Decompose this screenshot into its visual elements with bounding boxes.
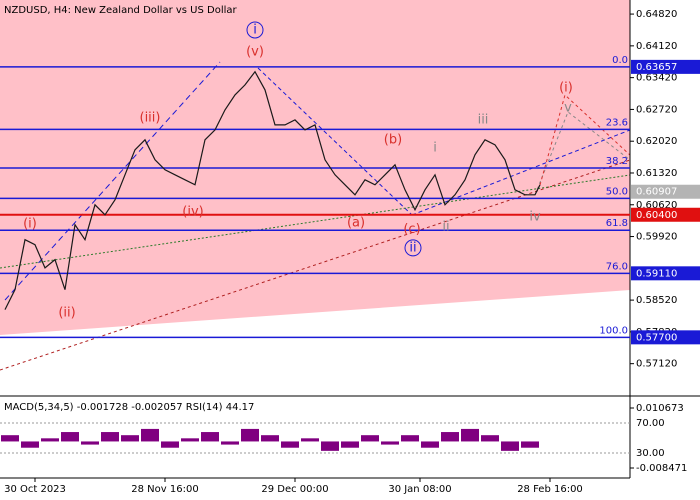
x-tick-label: 30 Jan 08:00 (388, 484, 451, 495)
macd-bar (301, 438, 319, 442)
macd-bar (341, 441, 359, 448)
wave-label: (c) (403, 222, 420, 237)
macd-bar (481, 435, 499, 442)
macd-bar (461, 428, 479, 442)
y-tick-label: 0.59920 (636, 232, 677, 243)
macd-bar (181, 438, 199, 442)
wave-label: v (564, 101, 572, 116)
price-label: 0.57700 (636, 332, 677, 343)
y-tick-label: 0.57120 (636, 359, 677, 370)
wave-label: (b) (384, 132, 402, 147)
macd-bar (161, 441, 179, 448)
wave-label: (ii) (58, 305, 75, 320)
wave-circle (404, 239, 422, 257)
macd-bar (1, 435, 19, 442)
macd-bar (241, 428, 259, 442)
fib-label: 100.0 (599, 325, 628, 336)
x-tick-label: 28 Feb 16:00 (517, 484, 583, 495)
macd-bar (41, 438, 59, 442)
projection (539, 94, 631, 186)
y-tick-label: 0.63420 (636, 73, 677, 84)
macd-bar (401, 435, 419, 442)
price-label: 0.60400 (636, 210, 677, 221)
macd-bar (441, 432, 459, 442)
wave-label: i (433, 141, 437, 156)
indicator-title: MACD(5,34,5) -0.001728 -0.002057 RSI(14)… (4, 402, 254, 413)
rsi-tick-label: 70.00 (636, 418, 665, 429)
macd-bar (261, 435, 279, 442)
y-tick-label: 0.64820 (636, 9, 677, 20)
fib-label: 61.8 (606, 218, 628, 229)
fib-label: 50.0 (606, 186, 628, 197)
macd-bar (521, 441, 539, 448)
macd-bar (101, 432, 119, 442)
price-label-box (631, 266, 700, 281)
indicator-tick-label: 0.010673 (636, 403, 684, 414)
price-label-box (631, 207, 700, 222)
price-label: 0.60907 (636, 187, 677, 198)
trend-line (4, 61, 221, 301)
y-tick-label: 0.62020 (636, 136, 677, 147)
wave-label: (iv) (182, 205, 203, 220)
fib-label: 38.2 (606, 156, 628, 167)
wave-label: ii (442, 220, 449, 235)
price-label: 0.63657 (636, 62, 677, 73)
macd-bar (381, 441, 399, 445)
macd-bar (121, 435, 139, 442)
price-line-series (4, 70, 541, 310)
y-tick-label: 0.64120 (636, 41, 677, 52)
price-label-box (631, 184, 700, 199)
price-label: 0.59110 (636, 268, 677, 279)
price-label-box (631, 59, 700, 74)
fib-label: 0.0 (612, 55, 628, 66)
wave-label: iii (478, 112, 489, 127)
macd-bar (501, 441, 519, 451)
chart-title: NZDUSD, H4: New Zealand Dollar vs US Dol… (4, 5, 238, 16)
wave-label: (iii) (140, 111, 161, 126)
wave-label: (i) (23, 216, 37, 231)
y-tick-label: 0.61320 (636, 168, 677, 179)
price-label-box (631, 330, 700, 345)
wave-label: iv (529, 210, 541, 225)
macd-bar (141, 428, 159, 442)
rsi-tick-label: 30.00 (636, 448, 665, 459)
macd-bar (61, 432, 79, 442)
trend-line (257, 67, 413, 216)
y-tick-label: 0.60620 (636, 200, 677, 211)
macd-bar (421, 441, 439, 448)
macd-bar (21, 441, 39, 448)
wave-circle (246, 21, 264, 39)
wave-label: i (253, 22, 257, 37)
x-tick-label: 30 Oct 2023 (4, 484, 66, 495)
x-tick-label: 28 Nov 16:00 (131, 484, 198, 495)
fib-label: 76.0 (606, 261, 628, 272)
macd-bar (221, 441, 239, 445)
macd-bar (201, 432, 219, 442)
macd-bar (81, 441, 99, 445)
indicator-tick-label: -0.008471 (636, 463, 687, 474)
macd-bar (361, 435, 379, 442)
wave-label: (i) (559, 81, 573, 96)
wave-label: (a) (347, 215, 365, 230)
macd-bar (321, 441, 339, 451)
wave-label: (v) (246, 44, 264, 59)
y-tick-label: 0.58520 (636, 295, 677, 306)
macd-bar (281, 441, 299, 448)
wave-label: ii (409, 240, 416, 255)
fib-label: 23.6 (606, 117, 628, 128)
x-tick-label: 29 Dec 00:00 (261, 484, 328, 495)
y-tick-label: 0.62720 (636, 104, 677, 115)
